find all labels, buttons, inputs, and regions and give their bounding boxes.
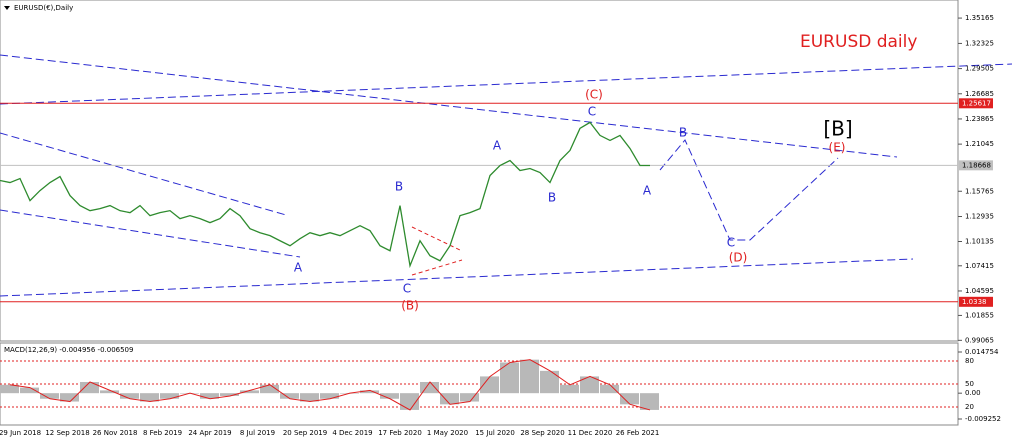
macd-bar (380, 393, 399, 399)
macd-bar (140, 393, 159, 402)
x-tick-label: 26 Feb 2021 (616, 429, 660, 437)
y-tick-label: 1.10135 (965, 238, 994, 246)
macd-bar (520, 359, 539, 394)
y-tick-label: 1.21045 (965, 140, 994, 148)
macd-bar (100, 390, 119, 394)
wave-label: (B) (401, 299, 419, 313)
macd-tick-label: -0.009252 (965, 415, 1001, 423)
macd-bar (220, 393, 239, 396)
x-tick-label: 20 Sep 2019 (283, 429, 327, 437)
y-tick-label: 1.01855 (965, 311, 994, 319)
macd-signal (9, 359, 651, 411)
price-line (0, 121, 650, 269)
macd-bar (600, 384, 619, 394)
x-tick-label: 8 Jul 2019 (240, 429, 275, 437)
y-tick-label: 1.26685 (965, 90, 994, 98)
macd-tick-label: 0.00 (965, 389, 981, 397)
macd-bar (240, 390, 259, 394)
trend-lines (0, 54, 1013, 297)
macd-bar (560, 384, 579, 394)
macd-bar (40, 393, 59, 399)
wave-label: B (548, 191, 556, 205)
y-tick-label: 1.23865 (965, 115, 994, 123)
macd-level-label: 80 (965, 357, 974, 365)
wave-label: A (493, 139, 502, 153)
triangle (411, 226, 463, 276)
macd-level-label: 20 (965, 403, 974, 411)
x-tick-label: 28 Sep 2020 (520, 429, 564, 437)
y-tick-label: 1.07415 (965, 262, 994, 270)
level-box (959, 296, 993, 307)
macd-title: MACD(12,26,9) -0.004956 -0.006509 (4, 346, 133, 354)
wave-label: (D) (729, 251, 748, 265)
macd-bar (440, 393, 459, 405)
x-tick-label: 12 Sep 2018 (45, 429, 89, 437)
level-box (959, 98, 993, 109)
y-tick-label: 1.29505 (965, 65, 994, 73)
wave-label: C (727, 236, 735, 250)
x-tick-label: 11 Dec 2020 (568, 429, 613, 437)
wave-label: A (294, 261, 303, 275)
wave-label: B (395, 180, 403, 194)
macd-bar (640, 393, 659, 410)
menu-icon (4, 6, 10, 10)
x-tick-label: 15 Jul 2020 (475, 429, 515, 437)
macd-panel (0, 342, 959, 426)
wave-label: (E) (829, 141, 846, 155)
macd-bar (320, 393, 339, 399)
price-panel (0, 0, 959, 342)
level-label: 1.25617 (962, 99, 991, 107)
x-tick-label: 1 May 2020 (427, 429, 468, 437)
wave-label: (C) (585, 88, 603, 102)
macd-bar (20, 387, 39, 394)
macd-bar (200, 393, 219, 399)
x-tick-label: 8 Feb 2019 (143, 429, 182, 437)
level-box (959, 160, 993, 171)
x-tick-label: 17 Feb 2020 (378, 429, 422, 437)
x-tick-label: 26 Nov 2018 (93, 429, 138, 437)
wave-label: C (588, 105, 596, 119)
x-tick-label: 4 Dec 2019 (332, 429, 372, 437)
wave-label: A (643, 184, 652, 198)
macd-tick-label: 0.014754 (965, 348, 999, 356)
macd-bar (480, 376, 499, 394)
macd-bar (280, 393, 299, 399)
macd-bar (420, 382, 439, 394)
macd-bar (80, 382, 99, 394)
y-tick-label: 1.32325 (965, 39, 994, 47)
macd-bar (60, 393, 79, 402)
y-tick-label: 1.35165 (965, 14, 994, 22)
macd-bar (160, 393, 179, 399)
wave-label: C (403, 282, 411, 296)
chart-title: EURUSD daily (800, 32, 917, 52)
level-label: 1.0338 (962, 298, 987, 306)
macd-bar (360, 390, 379, 394)
wave-label: [B] (823, 117, 852, 141)
y-tick-label: 1.15765 (965, 187, 994, 195)
macd-bar (0, 384, 19, 394)
macd-level-label: 50 (965, 380, 974, 388)
macd-bar (580, 376, 599, 394)
macd-bar (260, 384, 279, 394)
wave-label: B (679, 126, 687, 140)
macd-bar (620, 393, 639, 405)
macd-bar (540, 370, 559, 394)
macd-bar (120, 393, 139, 399)
x-tick-label: 24 Apr 2019 (188, 429, 231, 437)
x-tick-label: 29 Jun 2018 (0, 429, 41, 437)
macd-bar (460, 393, 479, 402)
symbol-label: EURUSD(€),Daily (14, 4, 73, 12)
macd-bar (400, 393, 419, 410)
y-tick-label: 0.99065 (965, 336, 994, 344)
macd-bar (300, 393, 319, 402)
macd-bar (500, 362, 519, 394)
y-tick-label: 1.04595 (965, 287, 994, 295)
level-label: 1.18668 (962, 161, 991, 169)
y-tick-label: 1.12935 (965, 213, 994, 221)
